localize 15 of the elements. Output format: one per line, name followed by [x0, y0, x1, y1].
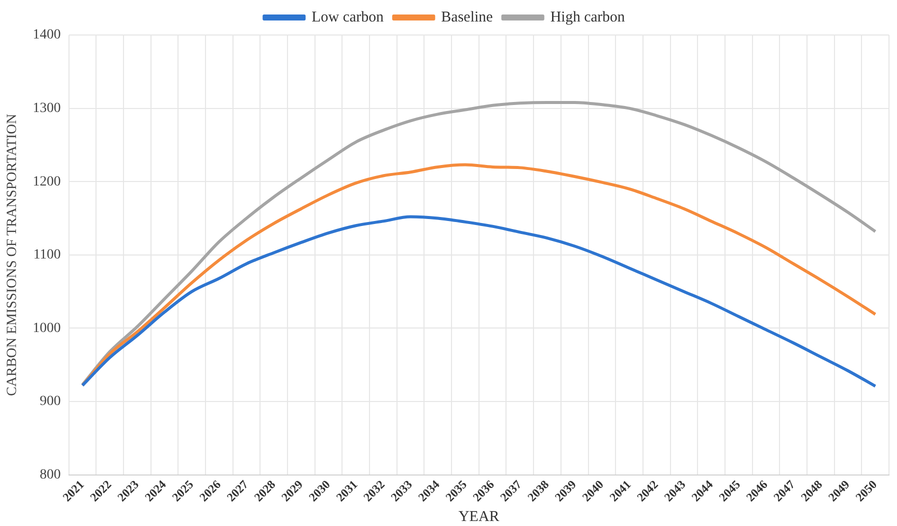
y-tick-label: 900	[40, 394, 61, 410]
line-series	[80, 100, 877, 386]
y-axis-title: CARBON EMISSIONS OF TRANSPORTATION	[5, 114, 20, 396]
y-tick-label: 1200	[32, 174, 61, 190]
line-series	[80, 215, 877, 388]
line-series	[80, 163, 877, 387]
y-tick-label: 800	[40, 468, 61, 483]
legend-label: High carbon	[550, 9, 626, 26]
legend-label: Low carbon	[312, 9, 384, 26]
y-tick-label: 1300	[32, 100, 61, 116]
y-tick-label: 1100	[33, 248, 61, 263]
legend-label: Baseline	[441, 9, 494, 26]
y-tick-label: 1400	[32, 28, 61, 43]
x-axis-title: YEAR	[458, 508, 500, 525]
y-tick-label: 1000	[32, 320, 61, 336]
